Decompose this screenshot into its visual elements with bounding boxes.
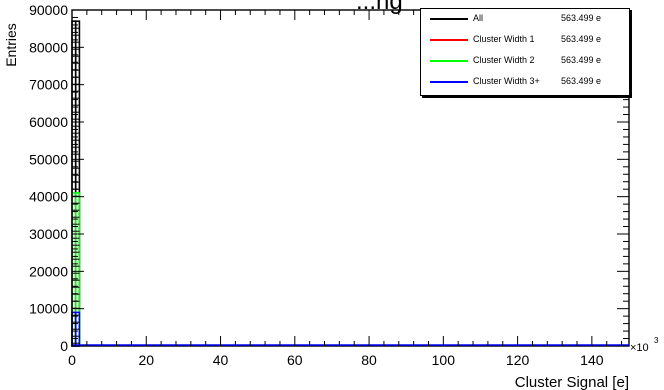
y-tick-label: 30000: [29, 226, 68, 242]
y-tick-label: 70000: [29, 77, 68, 93]
legend-label-width-1: Cluster Width 1: [473, 34, 535, 44]
x-tick-label: 40: [213, 352, 229, 368]
y-tick-label: 20000: [29, 263, 68, 279]
y-tick-label: 80000: [29, 39, 68, 55]
y-tick-label: 10000: [29, 301, 68, 317]
x-tick-label: 80: [361, 352, 377, 368]
legend-value-all: 563.499 e: [561, 13, 602, 23]
legend-swatch-width-2: [430, 60, 468, 62]
legend-swatch-all: [430, 18, 468, 20]
y-tick-label: 90000: [29, 2, 68, 18]
legend-value-width-1: 563.499 e: [561, 34, 602, 44]
x-tick-label: 0: [68, 352, 76, 368]
x-tick-label: 120: [506, 352, 530, 368]
legend-swatch-width-3plus: [430, 81, 468, 83]
legend-entry-width-1: Cluster Width 1 563.499 e: [421, 30, 629, 50]
x-tick-label: 140: [580, 352, 604, 368]
x-tick-label: 60: [287, 352, 303, 368]
y-tick-label: 50000: [29, 151, 68, 167]
legend-label-width-2: Cluster Width 2: [473, 55, 535, 65]
legend-label-all: All: [473, 13, 484, 23]
x-tick-label: 20: [138, 352, 154, 368]
legend-value-width-2: 563.499 e: [561, 55, 602, 65]
y-tick-label: 40000: [29, 189, 68, 205]
plot-frame: [71, 9, 630, 347]
legend-value-width-3plus: 563.499 e: [561, 76, 602, 86]
y-tick-label: 0: [60, 338, 68, 354]
legend-label-width-3plus: Cluster Width 3+: [473, 76, 540, 86]
x-tick-label: 100: [432, 352, 456, 368]
x-multiplier-label: ×10: [630, 342, 649, 354]
x-axis-label: Cluster Signal [e]: [515, 374, 629, 390]
y-tick-label: 60000: [29, 114, 68, 130]
legend-entry-all: All 563.499 e: [421, 9, 629, 29]
legend-swatch-width-1: [430, 39, 468, 41]
y-axis-label: Entries: [3, 23, 19, 67]
x-multiplier-exponent: 3: [654, 336, 659, 345]
tick-labels-layer: 0 10000 20000 30000 40000 50000 60000 70000 8000…: [29, 2, 604, 368]
legend: All 563.499 e Cluster Width 1 563.499 e …: [420, 8, 630, 96]
legend-entry-width-3plus: Cluster Width 3+ 563.499 e: [421, 72, 629, 92]
legend-entry-width-2: Cluster Width 2 563.499 e: [421, 51, 629, 71]
chart-title: ...ng: [356, 0, 403, 15]
